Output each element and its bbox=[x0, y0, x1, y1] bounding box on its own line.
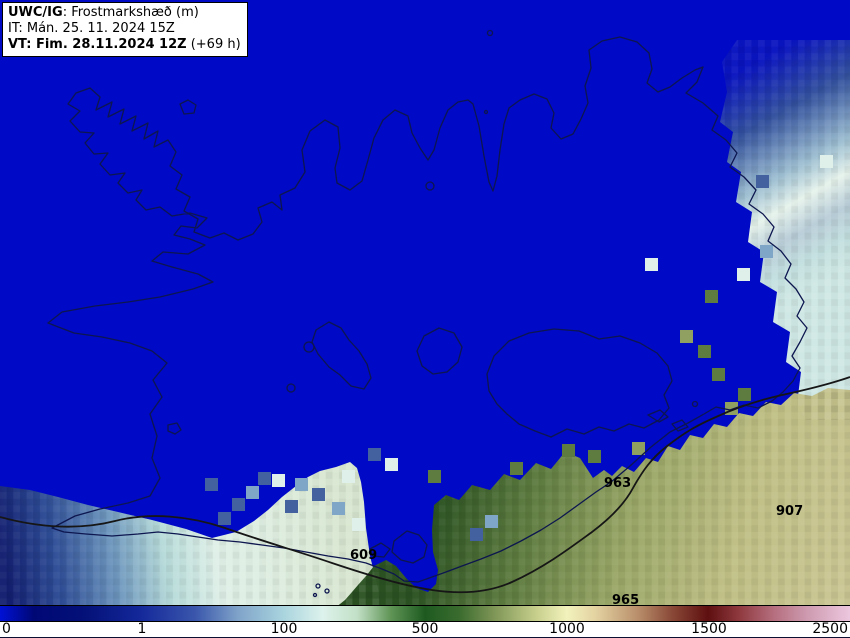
pixel-noise-olive bbox=[632, 330, 738, 455]
colorbar: 0 1 100 500 1000 1500 2500 bbox=[0, 605, 850, 638]
title-line-valid: VT: Fim. 28.11.2024 12Z (+69 h) bbox=[8, 37, 241, 53]
forecast-offset: (+69 h) bbox=[186, 37, 241, 52]
hofsjokull-outline bbox=[416, 327, 463, 375]
iceland-coastline bbox=[47, 29, 808, 598]
langjokull-outline bbox=[311, 321, 372, 390]
product-name: : Frostmarkshæð (m) bbox=[62, 5, 199, 20]
colorbar-tick: 1000 bbox=[549, 621, 585, 637]
myvatn-outline bbox=[425, 181, 435, 191]
myrdalsjokull-outline bbox=[391, 530, 428, 564]
vatnajokull-outline bbox=[486, 328, 673, 438]
height-contour-line bbox=[0, 376, 850, 594]
title-line-product: UWC/IG: Frostmarkshæð (m) bbox=[8, 5, 241, 21]
colorbar-tick: 1500 bbox=[691, 621, 727, 637]
colorbar-tick: 2500 bbox=[812, 621, 848, 637]
thingvallavatn-outline bbox=[167, 422, 182, 435]
colorbar-tick: 100 bbox=[270, 621, 298, 637]
colorbar-gradient bbox=[0, 605, 850, 622]
grimsey-island bbox=[486, 29, 494, 37]
contour-label-963: 963 bbox=[604, 476, 632, 491]
contour-label-965: 965 bbox=[612, 593, 640, 608]
product-code: UWC/IG bbox=[8, 5, 63, 20]
contour-label-907: 907 bbox=[776, 504, 804, 519]
map-title-box: UWC/IG: Frostmarkshæð (m) IT: Mán. 25. 1… bbox=[2, 2, 248, 57]
colorbar-tick: 500 bbox=[411, 621, 439, 637]
colorbar-tick: 1 bbox=[137, 621, 147, 637]
pixel-noise-white bbox=[272, 155, 833, 531]
drangajokull-outline bbox=[179, 99, 197, 115]
pixel-noise-lightblue bbox=[246, 245, 773, 528]
colorbar-tick: 0 bbox=[2, 621, 11, 637]
colorbar-tick-labels: 0 1 100 500 1000 1500 2500 bbox=[0, 622, 850, 637]
title-line-init: IT: Mán. 25. 11. 2024 15Z bbox=[8, 21, 175, 36]
pixel-noise-slate bbox=[205, 175, 769, 541]
contour-label-609: 609 bbox=[350, 548, 378, 563]
pixel-noise-green bbox=[428, 290, 751, 483]
valid-time: VT: Fim. 28.11.2024 12Z bbox=[8, 37, 187, 52]
